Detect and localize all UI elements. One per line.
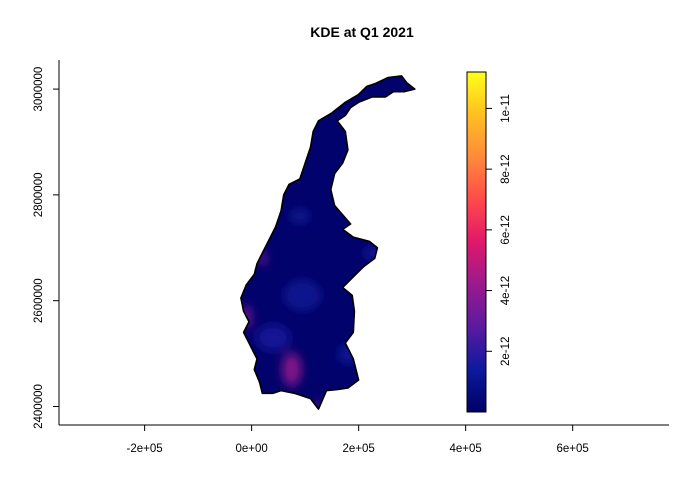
y-tick-label: 3000000 (33, 67, 45, 112)
x-tick-label: 0e+00 (235, 443, 267, 455)
colorbar-tick-label: 6e-12 (500, 215, 512, 244)
colorbar-ramp (466, 71, 487, 413)
chart-title: KDE at Q1 2021 (310, 24, 414, 40)
colorbar-tick-label: 1e-11 (500, 94, 512, 123)
x-tick-label: 6e+05 (557, 443, 589, 455)
kde-hotspot (255, 324, 291, 351)
x-tick-label: -2e+05 (127, 443, 163, 455)
x-tick-label: 2e+05 (342, 443, 374, 455)
region-outline (240, 75, 416, 410)
x-axis: -2e+05 0e+00 2e+05 4e+05 6e+05 (59, 424, 669, 455)
y-tick-label: 2600000 (33, 278, 45, 323)
kde-hotspot (334, 176, 351, 193)
colorbar-tick-label: 8e-12 (500, 154, 512, 183)
x-tick-label: 4e+05 (450, 443, 482, 455)
colorbar-tick-label: 4e-12 (500, 276, 512, 305)
kde-hotspot (289, 208, 311, 224)
kde-hotspot (282, 352, 302, 387)
colorbar-tick-label: 2e-12 (500, 337, 512, 366)
y-tick-label: 2400000 (33, 384, 45, 429)
plot-area (240, 75, 416, 410)
y-axis: 2400000 2600000 2800000 3000000 (33, 60, 60, 429)
kde-region (240, 75, 415, 410)
kde-hotspot (338, 343, 358, 365)
kde-hotspot (283, 279, 322, 312)
colorbar-legend: 2e-12 4e-12 6e-12 8e-12 1e-11 (466, 71, 512, 413)
y-tick-label: 2800000 (33, 173, 45, 218)
